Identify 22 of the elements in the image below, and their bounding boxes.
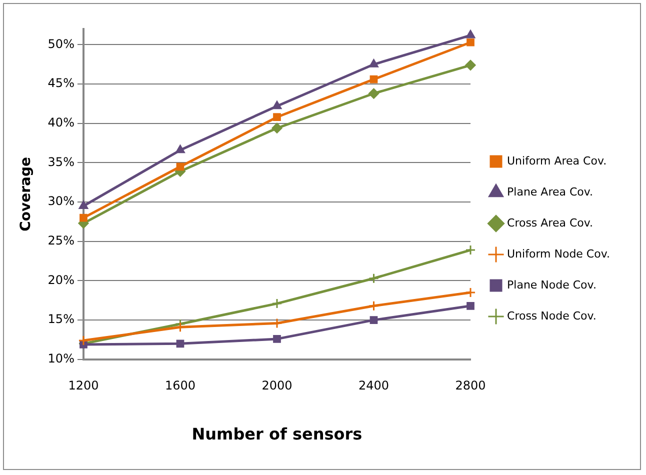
y-tick-label: 10% [48,352,74,366]
legend-label: Uniform Node Cov. [507,247,610,260]
y-tick-label: 40% [48,116,74,130]
legend-label: Plane Area Cov. [507,185,594,198]
legend-label: Cross Node Cov. [507,309,596,322]
legend-label: Plane Node Cov. [507,278,596,292]
x-tick-label: 1200 [68,378,99,393]
x-axis-title: Number of sensors [192,424,362,444]
y-tick-label: 15% [48,312,74,326]
legend-label: Uniform Area Cov. [507,154,607,168]
y-tick-label: 25% [48,234,74,248]
x-tick-label: 2800 [455,378,486,393]
x-tick-label: 2000 [262,378,292,393]
x-tick-label: 1600 [164,378,196,393]
y-tick-label: 30% [48,194,74,208]
y-axis-title: Coverage [18,157,34,232]
y-tick-label: 20% [48,272,74,287]
y-tick-label: 50% [48,36,74,51]
legend-label: Cross Area Cov. [507,216,594,230]
x-tick-label: 2400 [358,378,390,393]
y-tick-label: 35% [48,154,74,169]
y-tick-label: 45% [48,76,74,90]
